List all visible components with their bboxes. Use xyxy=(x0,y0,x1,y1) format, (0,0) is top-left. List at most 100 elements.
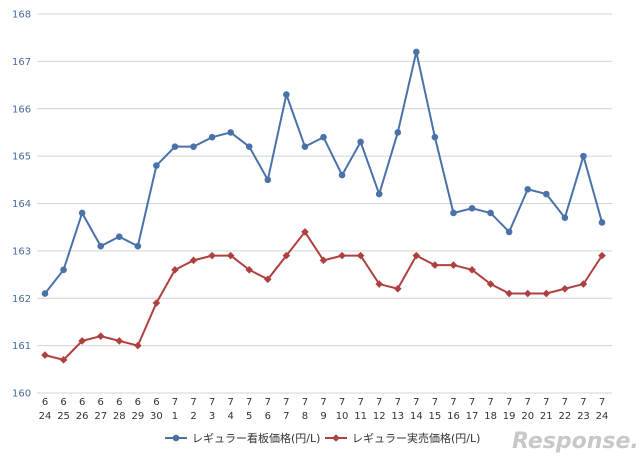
y-axis-ticks: 160 161 162 163 164 165 166 167 168 xyxy=(12,10,31,400)
series-1-point xyxy=(394,129,402,136)
y-tick-label: 165 xyxy=(12,152,31,163)
x-tick-month: 7 xyxy=(302,397,308,408)
series-1-point xyxy=(357,138,364,146)
x-tick-day: 18 xyxy=(484,411,497,422)
legend-label: レギュラー看板価格(円/L) xyxy=(192,431,320,445)
series-1-point xyxy=(468,204,476,212)
x-tick-month: 6 xyxy=(79,397,85,408)
gridlines xyxy=(37,13,612,394)
x-tick-day: 3 xyxy=(209,411,215,422)
series-2-point xyxy=(412,251,421,260)
x-tick-month: 6 xyxy=(60,397,66,408)
x-tick-day: 16 xyxy=(447,411,460,422)
x-tick-day: 1 xyxy=(172,411,178,422)
x-tick-month: 7 xyxy=(190,397,196,408)
x-tick-month: 7 xyxy=(432,397,438,408)
x-tick-month: 7 xyxy=(172,397,178,408)
x-tick-month: 7 xyxy=(339,397,345,408)
series-2-point xyxy=(282,251,291,260)
series-1-point xyxy=(561,214,569,222)
series-2-point xyxy=(264,275,272,284)
series-2-point xyxy=(598,251,606,260)
x-tick-month: 7 xyxy=(525,397,531,408)
series-2-point xyxy=(542,289,551,298)
x-tick-month: 7 xyxy=(283,397,289,408)
legend-marker-diamond xyxy=(332,434,340,442)
series-1-point xyxy=(487,209,494,217)
x-tick-day: 9 xyxy=(320,411,326,422)
series-2-point xyxy=(152,299,161,307)
series-2-point xyxy=(245,266,254,274)
x-tick-month: 6 xyxy=(98,397,104,408)
series-1-point xyxy=(264,176,272,184)
y-tick-label: 164 xyxy=(12,199,31,210)
x-tick-month: 7 xyxy=(562,397,568,408)
legend: レギュラー看板価格(円/L) レギュラー実売価格(円/L) xyxy=(165,431,480,445)
series-2-point xyxy=(486,280,495,288)
series-2-point xyxy=(431,261,439,269)
series-2-point xyxy=(59,356,68,364)
x-axis-ticks: 6246256266276286296307172737475767778797… xyxy=(39,397,609,422)
y-tick-label: 163 xyxy=(12,246,31,257)
y-tick-label: 160 xyxy=(12,389,31,400)
x-tick-day: 15 xyxy=(429,411,442,422)
series-1-point xyxy=(543,190,550,198)
x-tick-month: 7 xyxy=(506,397,512,408)
x-tick-day: 24 xyxy=(596,411,609,422)
x-tick-day: 28 xyxy=(113,411,126,422)
x-tick-month: 7 xyxy=(543,397,549,408)
y-tick-label: 161 xyxy=(12,341,31,352)
series-1-point xyxy=(190,143,197,150)
series-1-point xyxy=(320,133,327,141)
x-tick-month: 7 xyxy=(376,397,382,408)
series-1-point xyxy=(375,190,383,198)
series-layer xyxy=(41,48,606,364)
series-1-point xyxy=(598,219,606,226)
x-tick-day: 13 xyxy=(391,411,404,422)
series-1-point xyxy=(227,129,234,136)
x-tick-day: 8 xyxy=(302,411,308,422)
x-tick-month: 7 xyxy=(580,397,586,408)
y-tick-label: 166 xyxy=(12,104,31,115)
series-1-point xyxy=(115,233,123,240)
x-tick-day: 23 xyxy=(577,411,590,422)
x-tick-day: 7 xyxy=(283,411,289,422)
x-tick-day: 4 xyxy=(227,411,233,422)
x-tick-month: 7 xyxy=(227,397,233,408)
series-2-point xyxy=(319,256,328,265)
x-tick-month: 6 xyxy=(135,397,141,408)
legend-marker-circle xyxy=(172,434,180,442)
series-2-point xyxy=(41,351,49,359)
series-2-point xyxy=(579,280,588,288)
series-1-point xyxy=(413,48,420,56)
series-2-point xyxy=(115,337,124,345)
series-2-point xyxy=(208,251,216,260)
y-tick-label: 162 xyxy=(12,294,31,305)
x-tick-month: 7 xyxy=(320,397,326,408)
series-2-point xyxy=(375,280,383,288)
x-tick-month: 7 xyxy=(487,397,493,408)
series-2-point xyxy=(468,266,476,274)
x-tick-day: 20 xyxy=(521,411,534,422)
x-tick-month: 7 xyxy=(469,397,475,408)
x-tick-day: 26 xyxy=(76,411,89,422)
x-tick-day: 24 xyxy=(39,411,52,422)
series-1-point xyxy=(580,152,587,160)
series-1-point xyxy=(431,133,439,141)
series-1-point xyxy=(450,209,457,217)
x-tick-day: 10 xyxy=(336,411,349,422)
x-tick-month: 7 xyxy=(395,397,401,408)
series-2-point xyxy=(523,289,532,298)
series-1-point xyxy=(245,143,253,150)
series-1-point xyxy=(78,209,86,217)
legend-label: レギュラー実売価格(円/L) xyxy=(352,431,480,445)
x-tick-month: 6 xyxy=(153,397,159,408)
x-tick-day: 14 xyxy=(410,411,423,422)
x-tick-month: 7 xyxy=(246,397,252,408)
x-tick-month: 7 xyxy=(265,397,271,408)
series-1-point xyxy=(338,171,346,179)
x-tick-day: 5 xyxy=(246,411,252,422)
series-2-point xyxy=(356,251,365,260)
x-tick-month: 6 xyxy=(42,397,48,408)
